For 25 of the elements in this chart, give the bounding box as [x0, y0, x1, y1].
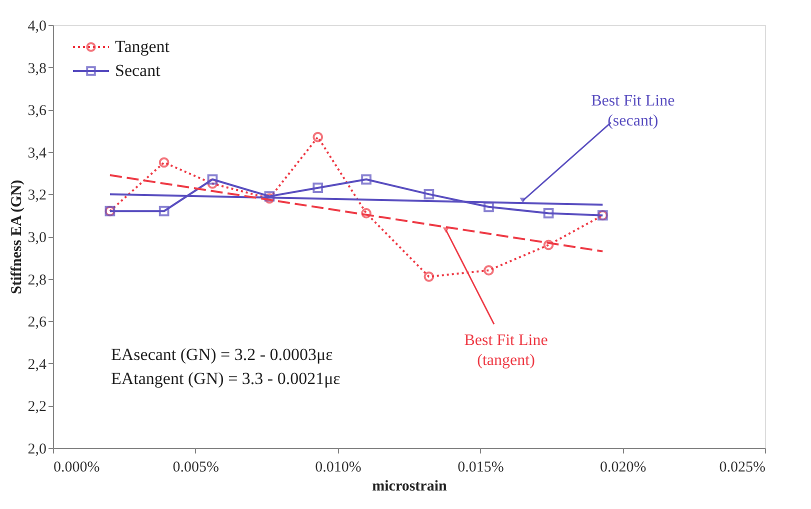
- legend-label: Tangent: [115, 37, 170, 56]
- y-tick-label: 2,2: [28, 399, 46, 416]
- y-tick-label: 3,0: [28, 230, 46, 246]
- annotation: Best Fit Line (tangent): [464, 332, 548, 370]
- legend-label: Secant: [115, 61, 161, 80]
- x-tick-label: 0.015%: [458, 460, 504, 476]
- y-tick-label: 3,2: [28, 188, 46, 204]
- x-tick-label: 0.000%: [54, 460, 100, 476]
- annotation: Best Fit Line (secant): [591, 92, 675, 130]
- y-tick-label: 2,4: [28, 356, 47, 373]
- y-tick-label: 2,0: [28, 442, 46, 458]
- x-axis-title: microstrain: [372, 478, 448, 494]
- x-tick-label: 0.005%: [172, 460, 220, 476]
- x-tick-label: 0.025%: [719, 460, 766, 476]
- annotation: EAsecant (GN) = 3.2 - 0.0003με: [111, 345, 333, 364]
- x-tick-label: 0.010%: [315, 460, 362, 476]
- y-tick-label: 2,8: [28, 272, 46, 288]
- y-tick-label: 4,0: [28, 18, 46, 34]
- y-tick-label: 3,8: [28, 60, 46, 77]
- y-tick-label: 3,4: [28, 145, 47, 162]
- x-tick-label: 0.020%: [600, 460, 646, 476]
- y-tick-label: 3,6: [28, 103, 47, 120]
- y-tick-label: 2,6: [28, 314, 47, 331]
- annotation: EAtangent (GN) = 3.3 - 0.0021με: [111, 369, 340, 388]
- y-axis-title: Stiffness EA (GN): [8, 180, 25, 294]
